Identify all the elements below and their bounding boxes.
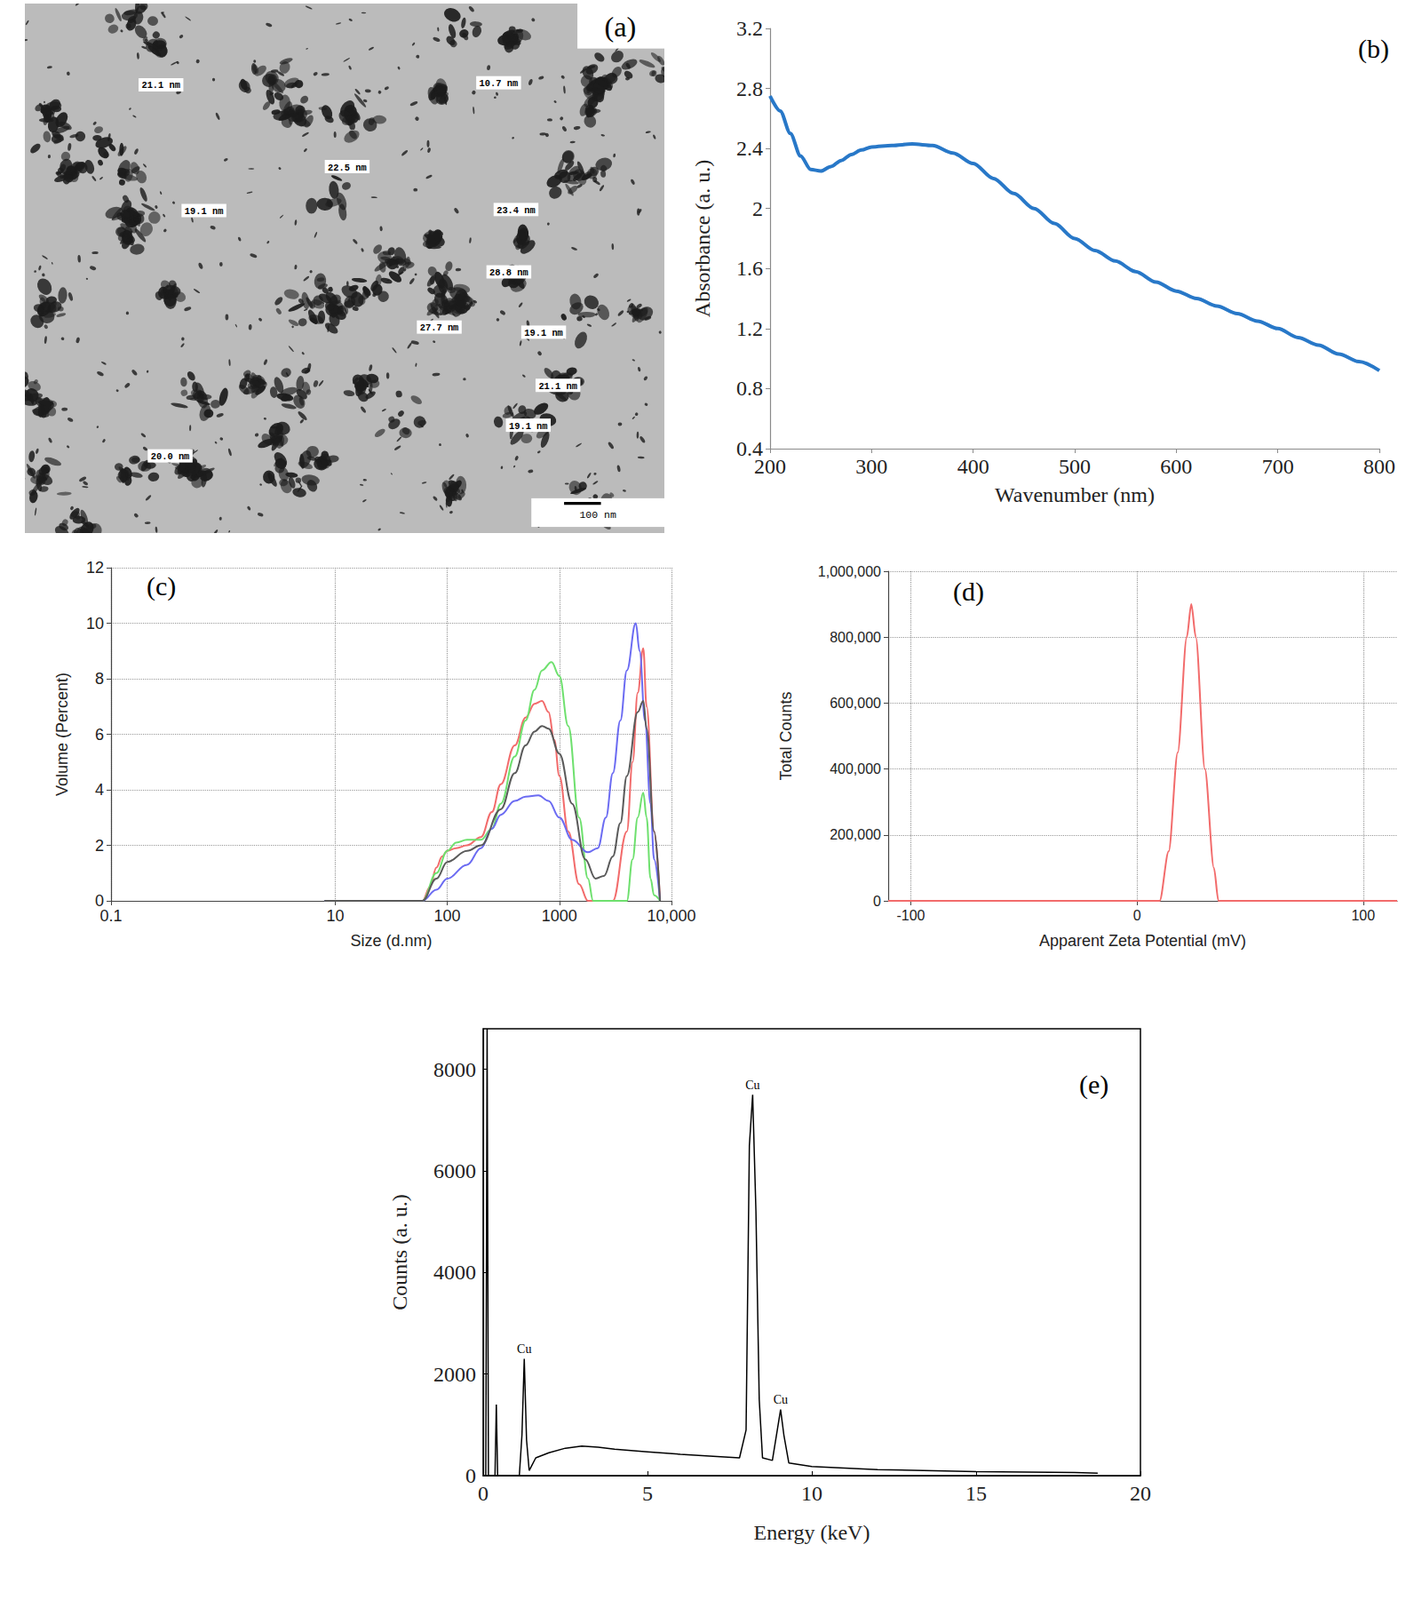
svg-text:100: 100: [434, 906, 461, 925]
svg-text:1,000,000: 1,000,000: [818, 564, 882, 580]
svg-text:23.4 nm: 23.4 nm: [496, 205, 536, 216]
svg-text:Cu: Cu: [745, 1078, 760, 1092]
svg-text:21.1 nm: 21.1 nm: [141, 80, 181, 92]
svg-text:2.8: 2.8: [736, 77, 763, 101]
svg-text:8000: 8000: [433, 1057, 477, 1081]
svg-text:2.4: 2.4: [736, 136, 763, 160]
svg-text:Apparent Zeta Potential (mV): Apparent Zeta Potential (mV): [1039, 931, 1247, 950]
svg-text:400,000: 400,000: [829, 761, 882, 777]
svg-text:100: 100: [1350, 907, 1375, 923]
svg-text:0.1: 0.1: [99, 906, 122, 925]
svg-text:6000: 6000: [433, 1159, 477, 1183]
svg-text:27.7 nm: 27.7 nm: [420, 322, 460, 334]
svg-text:19.1 nm: 19.1 nm: [524, 327, 564, 339]
svg-text:Counts (a. u.): Counts (a. u.): [388, 1193, 412, 1311]
svg-text:0: 0: [1133, 907, 1142, 923]
svg-text:(d): (d): [953, 576, 985, 607]
svg-text:Energy (keV): Energy (keV): [754, 1520, 871, 1544]
svg-text:10: 10: [86, 614, 104, 633]
svg-text:22.5 nm: 22.5 nm: [327, 162, 367, 174]
svg-text:0.8: 0.8: [736, 376, 763, 400]
svg-text:400: 400: [957, 454, 990, 478]
svg-text:0: 0: [95, 891, 104, 910]
svg-text:3.2: 3.2: [736, 16, 763, 40]
svg-text:(e): (e): [1079, 1069, 1109, 1100]
svg-text:12: 12: [86, 558, 104, 577]
svg-text:0: 0: [873, 893, 882, 909]
svg-text:Volume (Percent): Volume (Percent): [53, 672, 72, 796]
svg-text:2: 2: [95, 836, 104, 855]
svg-text:0: 0: [465, 1463, 477, 1487]
svg-text:300: 300: [855, 454, 888, 478]
svg-text:(b): (b): [1358, 33, 1390, 64]
svg-text:Cu: Cu: [773, 1392, 788, 1407]
svg-text:10,000: 10,000: [646, 906, 696, 925]
svg-text:800,000: 800,000: [829, 629, 882, 645]
svg-text:8: 8: [95, 669, 104, 688]
svg-text:1.6: 1.6: [736, 256, 763, 280]
svg-text:2000: 2000: [433, 1362, 477, 1386]
svg-text:2: 2: [752, 197, 763, 221]
svg-text:10: 10: [801, 1481, 823, 1505]
svg-text:10.7 nm: 10.7 nm: [479, 78, 519, 89]
svg-text:20: 20: [1129, 1481, 1152, 1505]
svg-text:500: 500: [1058, 454, 1091, 478]
svg-text:(c): (c): [146, 571, 176, 602]
svg-text:15: 15: [965, 1481, 987, 1505]
svg-text:200: 200: [754, 454, 787, 478]
svg-text:200,000: 200,000: [829, 826, 882, 843]
svg-text:4: 4: [95, 780, 104, 799]
svg-text:Wavenumber (nm): Wavenumber (nm): [994, 483, 1155, 507]
svg-text:-100: -100: [896, 907, 925, 923]
svg-text:0: 0: [477, 1481, 489, 1505]
svg-text:19.1 nm: 19.1 nm: [184, 206, 224, 217]
svg-text:800: 800: [1363, 454, 1396, 478]
svg-text:0.4: 0.4: [736, 436, 763, 461]
svg-text:19.1 nm: 19.1 nm: [508, 421, 549, 432]
svg-text:Absorbance (a. u.): Absorbance (a. u.): [691, 159, 715, 318]
svg-text:6: 6: [95, 725, 104, 744]
svg-text:1000: 1000: [541, 906, 578, 925]
svg-text:Total Counts: Total Counts: [777, 691, 795, 780]
svg-text:Cu: Cu: [516, 1342, 532, 1356]
svg-text:700: 700: [1262, 454, 1295, 478]
svg-text:4000: 4000: [433, 1260, 477, 1284]
svg-text:20.0 nm: 20.0 nm: [150, 451, 191, 462]
svg-text:600,000: 600,000: [829, 695, 882, 711]
svg-text:21.1 nm: 21.1 nm: [538, 381, 578, 392]
svg-text:(a): (a): [604, 10, 637, 43]
svg-text:600: 600: [1159, 454, 1192, 478]
svg-text:28.8 nm: 28.8 nm: [489, 267, 529, 279]
svg-text:100 nm: 100 nm: [579, 508, 617, 521]
svg-text:1.2: 1.2: [736, 317, 763, 341]
svg-text:Size (d.nm): Size (d.nm): [349, 931, 432, 950]
svg-text:5: 5: [642, 1481, 653, 1505]
svg-text:10: 10: [325, 906, 344, 925]
